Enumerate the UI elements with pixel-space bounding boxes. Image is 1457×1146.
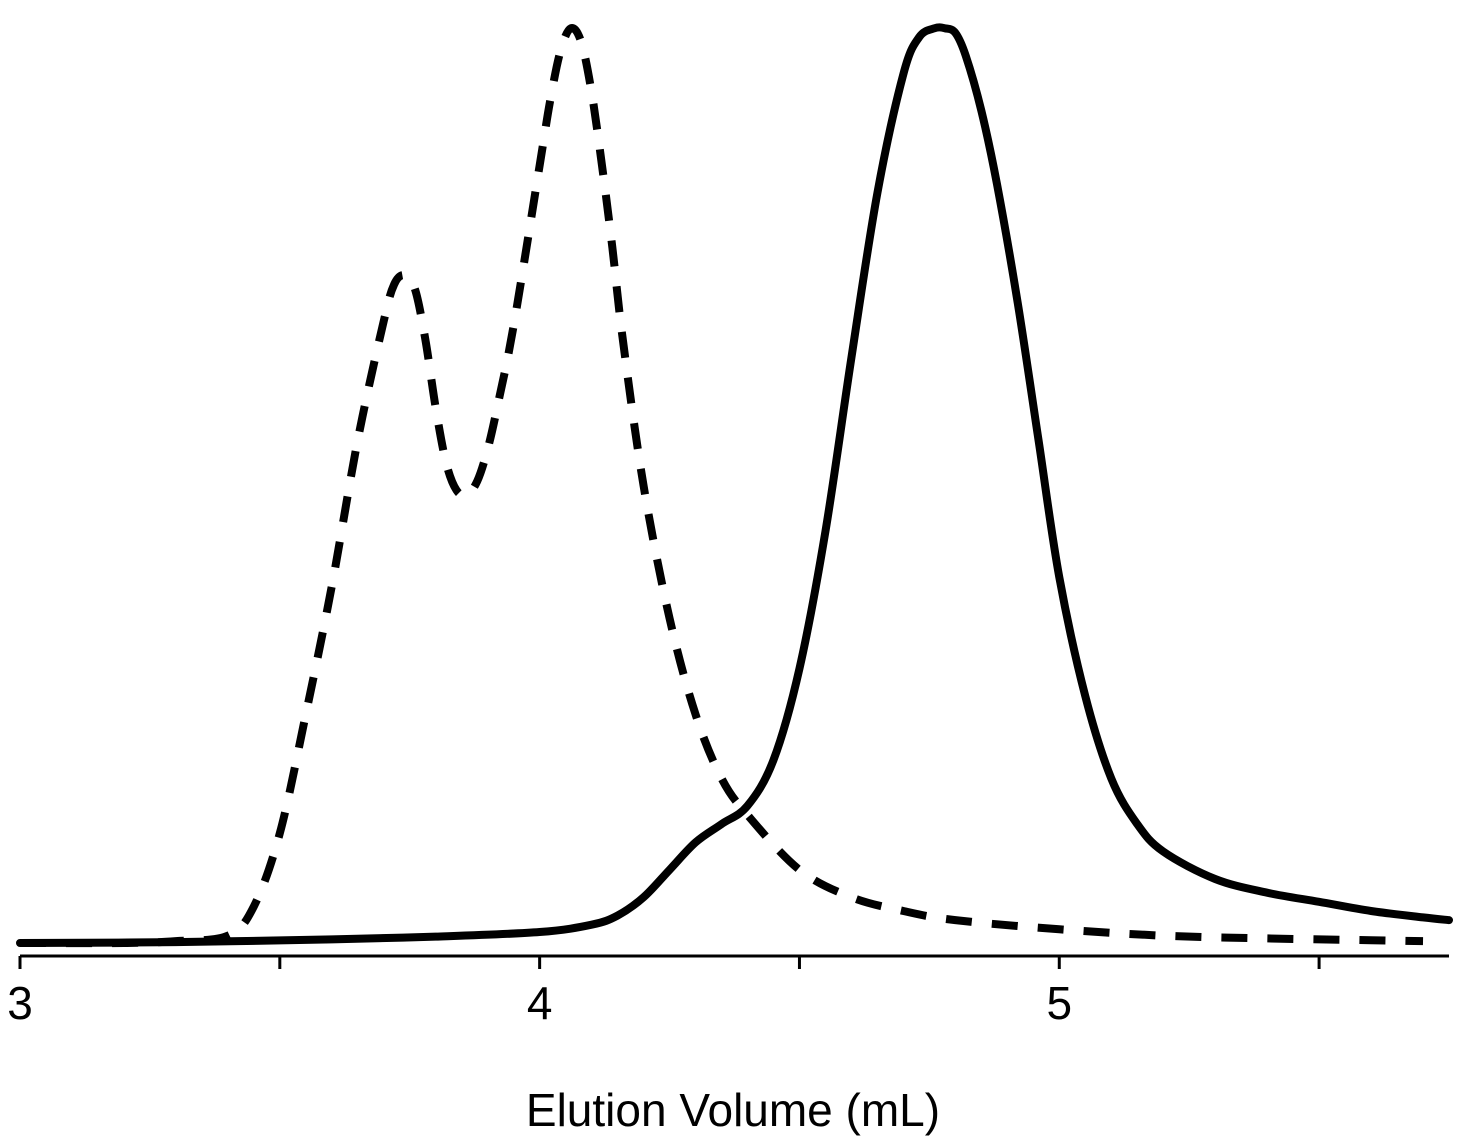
x-axis-ticks: 3 4 5 <box>7 956 1321 1029</box>
series-line-solid <box>16 23 1453 947</box>
series-line-dashed <box>19 24 1424 948</box>
series-layer <box>16 23 1453 948</box>
plot-area: 3 4 5 <box>7 23 1453 1029</box>
x-tick-label: 3 <box>7 977 33 1029</box>
x-axis-label: Elution Volume (mL) <box>526 1084 940 1136</box>
x-tick-label: 4 <box>527 977 553 1029</box>
x-tick-label: 5 <box>1046 977 1072 1029</box>
